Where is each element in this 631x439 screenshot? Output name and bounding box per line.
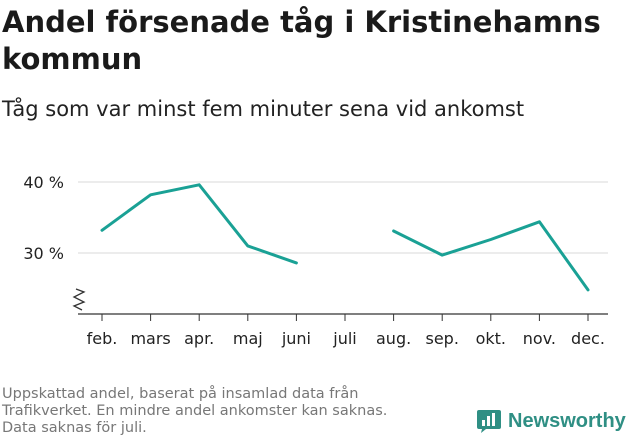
y-tick-label: 30 % (23, 244, 64, 263)
y-tick-label: 40 % (23, 173, 64, 192)
y-axis-ticks: 30 % 40 % (23, 173, 64, 263)
line-chart: 30 % 40 % feb. mars apr. maj juni juli aug. sep.… (23, 173, 608, 348)
x-tick-label: juni (281, 329, 311, 348)
x-tick-label: aug. (376, 329, 411, 348)
x-tick-label: mars (130, 329, 170, 348)
footnote-line: Data saknas för juli. (2, 420, 147, 436)
chart-title: Andel försenade tåg i Kristinehamns komm… (2, 5, 601, 76)
footnote-line: Uppskattad andel, baserat på insamlad da… (2, 386, 359, 402)
x-axis: feb. mars apr. maj juni juli aug. sep. okt. nov. d… (72, 288, 608, 348)
footnote: Uppskattad andel, baserat på insamlad da… (2, 386, 442, 437)
series-line-segment (100, 183, 298, 265)
x-tick-label: apr. (184, 329, 214, 348)
axis-break-icon (72, 288, 86, 311)
x-tick-label: feb. (87, 329, 118, 348)
brand-name: Newsworthy (508, 409, 626, 432)
chart-subtitle: Tåg som var minst fem minuter sena vid a… (2, 97, 525, 121)
x-tick-label: sep. (425, 329, 458, 348)
brand-logo: Newsworthy (476, 408, 626, 434)
x-tick-label: okt. (476, 329, 506, 348)
footnote-line: Trafikverket. En mindre andel ankomster … (2, 403, 388, 419)
x-tick-label: maj (233, 329, 263, 348)
gridlines (78, 181, 608, 254)
newsworthy-logo-icon (477, 410, 501, 433)
x-tick-label: dec. (571, 329, 605, 348)
series-line-segment (392, 220, 590, 292)
series-lines (100, 183, 590, 292)
x-tick-label: nov. (523, 329, 556, 348)
x-tick-label: juli (332, 329, 356, 348)
